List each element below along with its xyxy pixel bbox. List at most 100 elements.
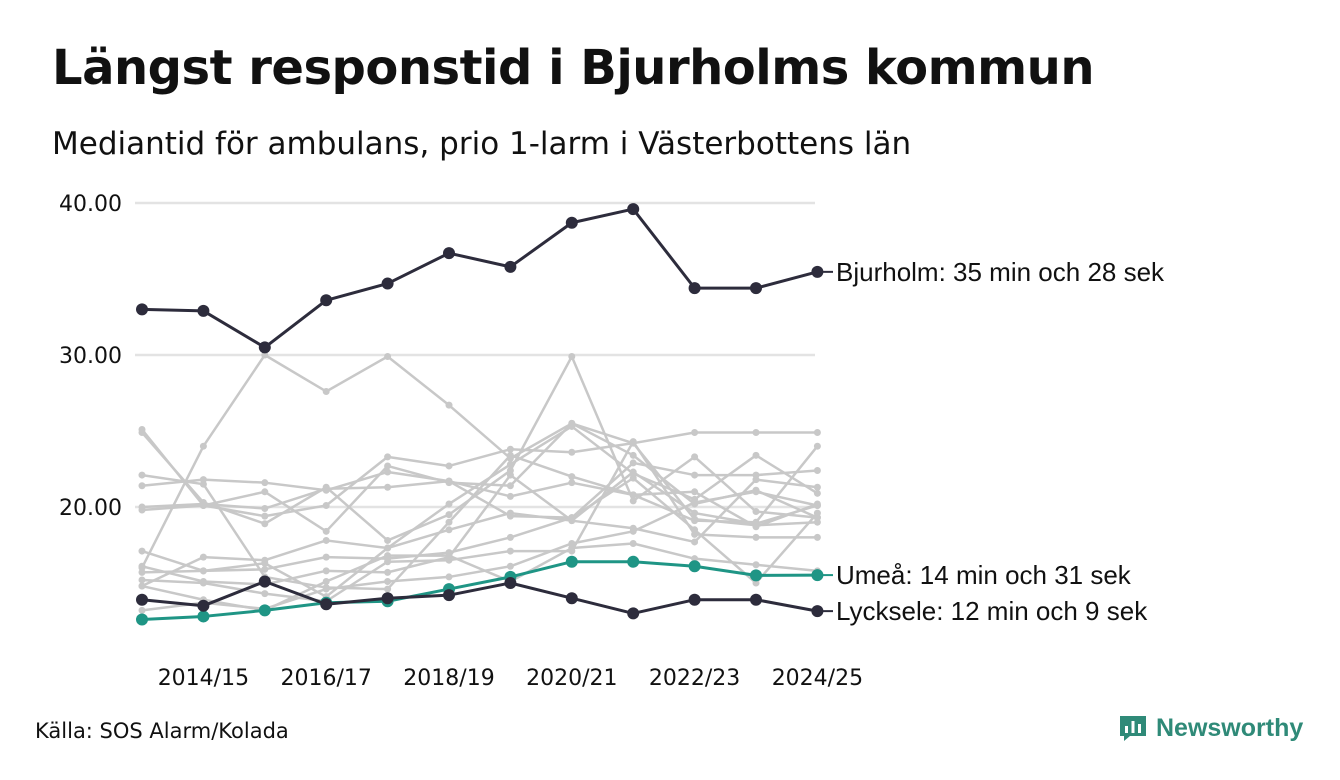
background-series-9-point (384, 544, 392, 552)
background-series-11-point (384, 558, 392, 566)
background-series-11-point (813, 533, 821, 541)
background-series-9-point (199, 553, 207, 561)
chart-subtitle: Mediantid för ambulans, prio 1-larm i Vä… (52, 126, 912, 162)
background-series-13-point (384, 585, 392, 593)
x-tick-label: 2014/15 (158, 666, 249, 691)
highlight-series: Bjurholm: 35 min och 28 sek Umeå: 14 min … (136, 203, 1165, 626)
series-bjurholm-line (141, 207, 818, 349)
series-umea-point (258, 604, 271, 617)
background-series-9-point (138, 582, 146, 590)
background-series-2-point (261, 479, 269, 487)
background-series-1-point (261, 512, 269, 520)
background-series-9-point (322, 536, 330, 544)
background-series-5-point (752, 451, 760, 459)
background-series-8-point (384, 577, 392, 585)
background-series-6-point (629, 474, 637, 482)
series-lycksele-point (197, 599, 210, 612)
background-series-11-point (261, 590, 269, 598)
background-series-13-point (568, 473, 576, 481)
background-series-13-point (813, 442, 821, 450)
series-bjurholm-point (136, 303, 148, 316)
series-bjurholm-point (627, 203, 640, 216)
background-series-2-point (384, 468, 392, 476)
background-series-13-point (629, 491, 637, 499)
background-series-10-point (322, 485, 330, 493)
background-series-3-point (445, 401, 453, 409)
background-series-3-point (322, 387, 330, 395)
background-series-8-point (752, 488, 760, 496)
background-series-10-point (629, 459, 637, 467)
background-series-14-point (322, 527, 330, 535)
series-lycksele-point (381, 592, 394, 605)
background-series-14-point (506, 482, 514, 490)
series-bjurholm (136, 203, 824, 354)
background-series-4-point (568, 353, 576, 361)
series-lycksele-point (320, 598, 333, 611)
background-series-13-point (506, 451, 514, 459)
background-series-7-point (752, 561, 760, 569)
background-series-11-line (141, 440, 818, 603)
background-series-8-point (691, 498, 699, 506)
series-bjurholm-point (258, 341, 271, 354)
background-series-11-point (568, 547, 576, 555)
background-series-12-point (506, 471, 514, 479)
background-series-4-point (691, 453, 699, 461)
x-tick-label: 2020/21 (526, 666, 617, 691)
newsworthy-logo-icon (1120, 716, 1146, 741)
background-series-1-line (141, 428, 818, 518)
y-tick-label: 40.00 (59, 192, 122, 217)
series-label-umea: Umeå: 14 min och 31 sek (836, 560, 1132, 590)
background-series-14-point (813, 518, 821, 526)
background-series-11-point (691, 530, 699, 538)
background-series-14-point (445, 479, 453, 487)
background-series-12-point (691, 509, 699, 517)
background-series-5-point (813, 489, 821, 497)
background-series-3-point (629, 451, 637, 459)
background-series-2-point (691, 488, 699, 496)
x-axis-ticks: 2014/15 2016/17 2018/19 2020/21 2022/23 2024/… (158, 666, 863, 691)
background-series-4-point (261, 520, 269, 528)
background-series-4-point (752, 508, 760, 516)
line-chart: 20.00 30.00 40.00 Bjurholm: 35 min och 28 … (59, 192, 1165, 691)
series-bjurholm-point (320, 294, 333, 307)
background-series-7-point (384, 552, 392, 560)
background-series-3-point (384, 353, 392, 361)
background-series-9-point (813, 483, 821, 491)
y-axis-ticks: 20.00 30.00 40.00 (59, 192, 122, 521)
x-tick-label: 2024/25 (772, 666, 863, 691)
brand-logo[interactable]: Newsworthy (1118, 713, 1303, 743)
background-series-10-point (691, 471, 699, 479)
source-note: Källa: SOS Alarm/Kolada (35, 719, 289, 743)
series-bjurholm-point (443, 247, 455, 260)
series-umea-point (750, 569, 762, 582)
background-series-3 (138, 351, 821, 572)
background-series-3-point (261, 351, 269, 359)
series-lycksele-point (811, 605, 824, 618)
background-series-5-point (445, 500, 453, 508)
grid-lines (135, 201, 815, 509)
series-bjurholm-point (750, 282, 762, 295)
background-series-1-point (752, 429, 760, 437)
background-series-12-point (384, 568, 392, 576)
background-series-14-line (141, 422, 818, 533)
background-series-10-point (506, 512, 514, 520)
background-series-14-point (384, 462, 392, 470)
background-series-10-point (261, 505, 269, 513)
series-bjurholm-point (688, 282, 701, 295)
background-series-6-point (138, 568, 146, 576)
series-umea-point (627, 555, 640, 568)
series-lycksele-point (627, 607, 640, 620)
x-tick-label: 2016/17 (280, 666, 371, 691)
series-label-lycksele: Lycksele: 12 min och 9 sek (836, 596, 1148, 626)
background-series-1-point (384, 453, 392, 461)
background-series-14-point (629, 439, 637, 447)
background-series-14-point (752, 521, 760, 529)
series-umea-line (141, 560, 818, 621)
background-series-10-line (141, 461, 818, 519)
background-series-12-point (568, 517, 576, 525)
series-lycksele-point (504, 577, 517, 589)
background-series (138, 351, 821, 614)
background-series-7-point (691, 555, 699, 563)
background-series-14-point (568, 419, 576, 427)
background-series-13-point (322, 584, 330, 592)
